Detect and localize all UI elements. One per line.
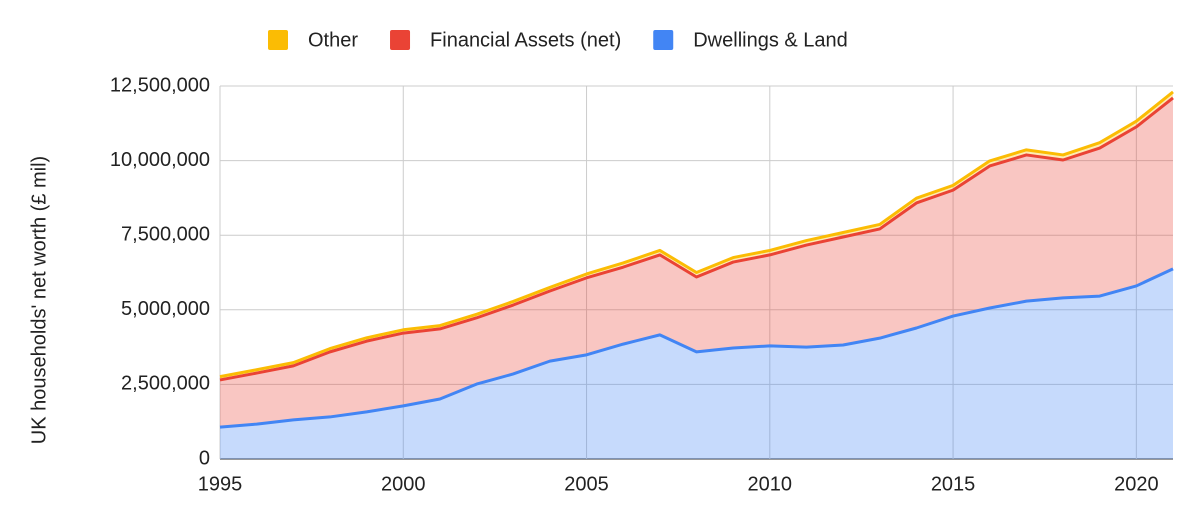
area [220,268,1173,459]
area-line [219,96,1174,382]
x-tick-label: 2005 [564,473,609,495]
legend-swatch [390,30,411,50]
y-tick-label: 5,000,000 [121,298,210,320]
y-tick-label: 12,500,000 [110,74,210,96]
legend-label: Other [308,29,358,51]
legend-swatch [268,30,288,50]
x-tick-label: 2000 [381,473,426,495]
legend-swatch [653,30,674,50]
x-tick-label: 2020 [1114,473,1159,495]
area [220,97,1173,428]
area-line [219,90,1174,379]
x-tick-label: 2010 [748,473,793,495]
y-tick-label: 0 [199,447,210,469]
legend-label: Financial Assets (net) [430,29,621,51]
x-tick-label: 1995 [198,473,243,495]
y-tick-label: 7,500,000 [121,223,210,245]
x-tick-label: 2015 [931,473,976,495]
legend-label: Dwellings & Land [693,29,848,51]
y-tick-label: 10,000,000 [110,149,210,171]
y-tick-label: 2,500,000 [121,373,210,395]
y-axis-title: UK households' net worth (£ mil) [28,156,50,444]
area-line [219,267,1174,429]
